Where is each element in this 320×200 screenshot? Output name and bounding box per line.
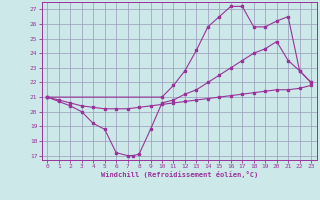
X-axis label: Windchill (Refroidissement éolien,°C): Windchill (Refroidissement éolien,°C) [100, 171, 258, 178]
